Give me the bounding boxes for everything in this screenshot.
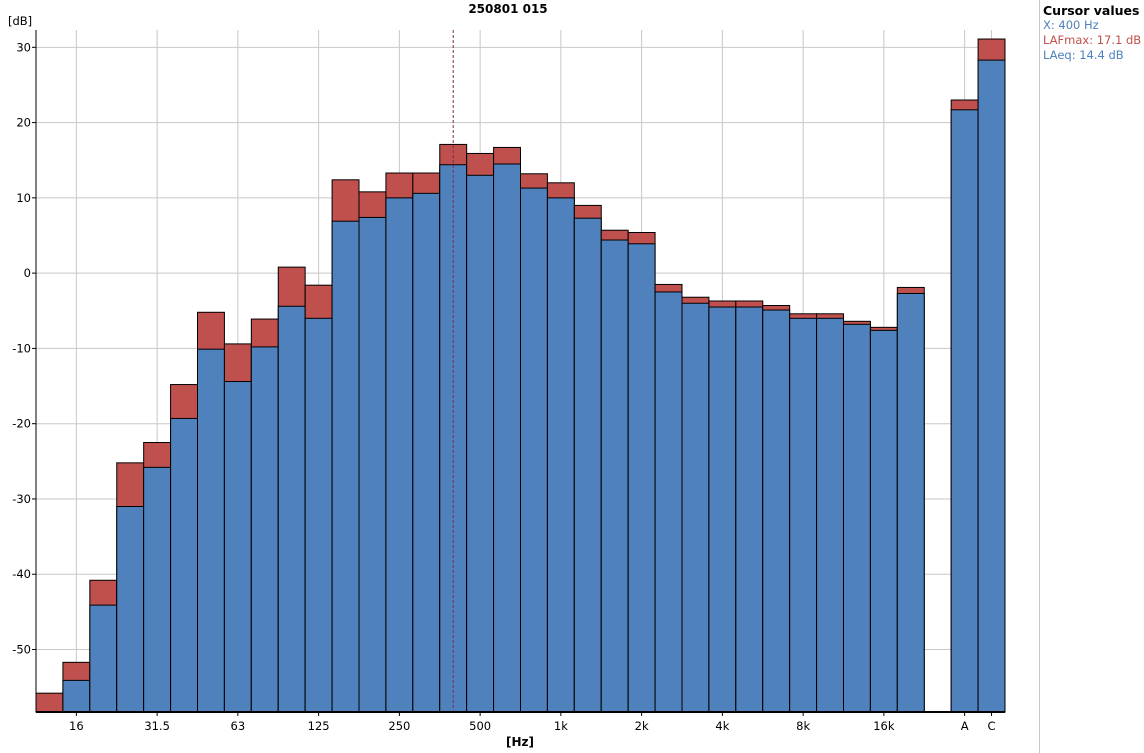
spectrum-chart[interactable]: 250801 015 [dB] [Hz] 30 20 10 0 -10 -20 -30 -40… xyxy=(0,0,1039,753)
bar-laeq-8k xyxy=(789,317,818,713)
bar-laeq-50 xyxy=(197,348,225,713)
bar-laeq-20 xyxy=(89,604,118,713)
bar-laeq-2.5k xyxy=(654,291,683,713)
x-tick-label: 500 xyxy=(469,719,491,733)
bar-laeq-800 xyxy=(520,187,548,713)
x-tick-label: C xyxy=(988,719,996,733)
y-tick-label: -10 xyxy=(12,341,31,355)
bar-laeq-20k xyxy=(896,292,925,713)
x-tick-label: 4k xyxy=(715,719,729,733)
bar-laeq-200 xyxy=(358,216,387,713)
bar-laeq-6.3k xyxy=(762,309,791,713)
y-tick-label: -40 xyxy=(12,567,31,581)
x-tick-label: 31.5 xyxy=(144,719,170,733)
bar-laeq-10k xyxy=(816,317,844,713)
x-tick-label: 8k xyxy=(796,719,810,733)
x-tick-label: 250 xyxy=(388,719,410,733)
chart-title: 250801 015 xyxy=(468,2,547,16)
bar-laeq-C xyxy=(977,59,1006,713)
y-tick-label: -30 xyxy=(12,492,31,506)
bar-laeq-125 xyxy=(304,317,333,713)
x-axis-label: [Hz] xyxy=(506,735,534,749)
y-tick-label: 0 xyxy=(24,266,31,280)
x-tick-label: 1k xyxy=(554,719,568,733)
bar-lafmax-12.5 xyxy=(35,692,64,713)
x-tick-label: 63 xyxy=(231,719,246,733)
bar-laeq-2k xyxy=(627,243,656,713)
y-tick-label: -50 xyxy=(12,643,31,657)
bar-laeq-1.6k xyxy=(600,239,629,713)
y-tick-label: 10 xyxy=(16,191,31,205)
cursor-values-title: Cursor values xyxy=(1043,3,1140,18)
x-tick-label: 16k xyxy=(873,719,895,733)
bar-laeq-31.5 xyxy=(143,466,172,713)
bar-laeq-63 xyxy=(223,381,252,713)
bar-laeq-3.15k xyxy=(681,302,710,713)
bar-laeq-12.5k xyxy=(843,323,871,713)
bar-laeq-1k xyxy=(546,197,575,713)
cursor-lafmax-value: LAFmax: 17.1 dB xyxy=(1043,33,1142,47)
bar-laeq-A xyxy=(950,109,979,713)
y-tick-label: -20 xyxy=(12,417,31,431)
x-tick-label: A xyxy=(961,719,969,733)
bar-laeq-100 xyxy=(277,305,306,713)
bar-laeq-16k xyxy=(869,329,898,713)
cursor-values-panel: Cursor values X: 400 Hz LAFmax: 17.1 dB … xyxy=(1039,0,1144,753)
y-tick-label: 30 xyxy=(16,40,31,54)
cursor-laeq-value: LAeq: 14.4 dB xyxy=(1043,48,1124,62)
bar-laeq-315 xyxy=(412,192,441,713)
y-axis-label: [dB] xyxy=(8,14,32,28)
bar-laeq-80 xyxy=(250,346,279,713)
x-tick-label: 125 xyxy=(308,719,330,733)
y-tick-label: 20 xyxy=(16,116,31,130)
bar-laeq-16 xyxy=(62,679,91,713)
bar-laeq-1.25k xyxy=(573,217,602,713)
cursor-x-value: X: 400 Hz xyxy=(1043,18,1099,32)
bar-laeq-40 xyxy=(170,417,198,713)
x-tick-label: 2k xyxy=(635,719,649,733)
bar-laeq-250 xyxy=(385,197,414,713)
bar-laeq-630 xyxy=(493,163,522,713)
bar-laeq-5k xyxy=(735,306,764,713)
bar-laeq-4k xyxy=(708,306,737,713)
bar-laeq-500 xyxy=(466,174,495,713)
bar-laeq-25 xyxy=(116,505,145,713)
bar-laeq-160 xyxy=(331,220,360,713)
x-tick-label: 16 xyxy=(69,719,84,733)
